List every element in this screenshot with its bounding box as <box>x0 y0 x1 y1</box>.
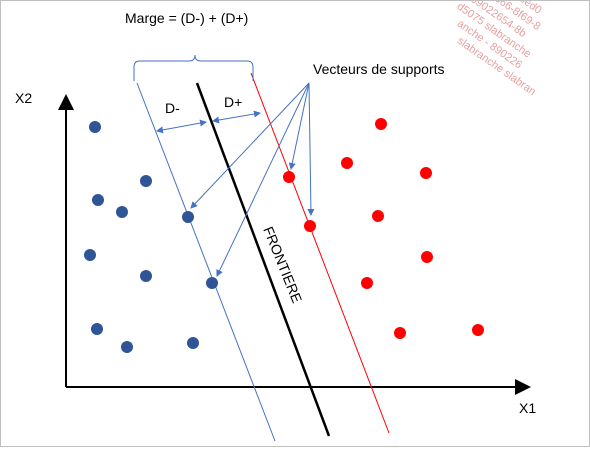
blue-point <box>92 194 104 206</box>
red-point <box>420 167 432 179</box>
red-point <box>372 210 384 222</box>
d-plus-label: D+ <box>224 94 242 110</box>
y-axis-label: X2 <box>15 90 32 106</box>
frontier-label: FRONTIERE <box>260 224 305 305</box>
red-point <box>283 171 295 183</box>
red-point <box>421 251 433 263</box>
frontier-line <box>195 82 331 437</box>
red-point <box>341 157 353 169</box>
blue-point <box>84 249 96 261</box>
support-vectors-label: Vecteurs de supports <box>313 61 445 77</box>
blue-point <box>182 211 194 223</box>
margin-line-blue <box>136 82 276 442</box>
d-plus-arrow <box>212 110 261 124</box>
margin-line-red <box>250 72 390 434</box>
red-point <box>304 220 316 232</box>
blue-point <box>206 277 218 289</box>
x-axis-label: X1 <box>519 400 536 416</box>
blue-point <box>140 175 152 187</box>
blue-point <box>91 323 103 335</box>
margin-brace <box>133 54 254 81</box>
support-vector-arrows <box>190 82 315 277</box>
d-minus-arrow <box>156 119 207 134</box>
blue-point <box>121 341 133 353</box>
blue-point <box>140 270 152 282</box>
red-points <box>283 118 484 339</box>
red-point <box>472 324 484 336</box>
blue-points <box>84 121 218 353</box>
watermark: ab93bed0 ab666-8f69-8 89022654-8b d5075 … <box>455 0 544 98</box>
red-point <box>361 277 373 289</box>
red-point <box>394 327 406 339</box>
red-point <box>375 118 387 130</box>
blue-point <box>116 206 128 218</box>
d-minus-label: D- <box>165 100 180 116</box>
margin-label: Marge = (D-) + (D+) <box>125 10 248 26</box>
blue-point <box>89 121 101 133</box>
blue-point <box>187 337 199 349</box>
